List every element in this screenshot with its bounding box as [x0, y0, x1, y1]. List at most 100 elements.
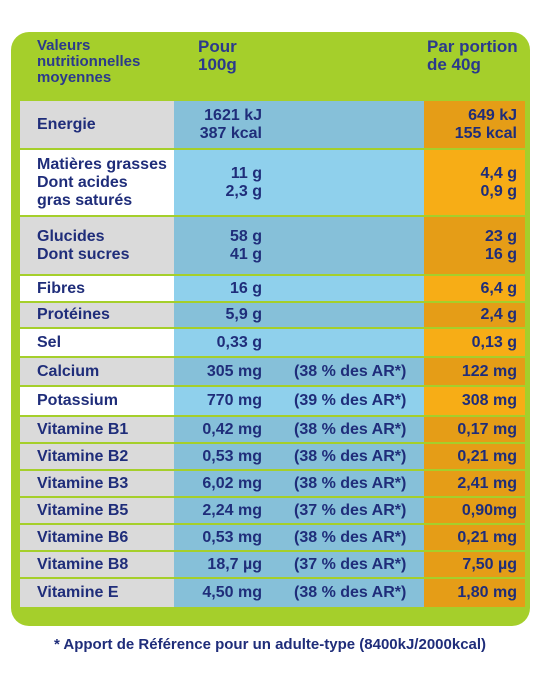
table-row: Matières grasses Dont acides gras saturés 1…	[20, 150, 525, 215]
per-100g-value: 305 mg	[206, 363, 262, 380]
nutrient-label-cell: Calcium	[20, 358, 174, 385]
reference-intake-percent: (38 % des AR*)	[294, 475, 407, 492]
per-portion-cell: 122 mg	[424, 358, 525, 385]
per-portion-value: 4,4 g	[480, 165, 517, 182]
per-portion-value: 308 mg	[461, 392, 517, 409]
table-row: Vitamine B5 2,24 mg (37 % des AR*) 0,90mg	[20, 498, 525, 523]
nutrient-label-cell: Vitamine B2	[20, 444, 174, 469]
table-row: Sel 0,33 g 0,13 g	[20, 329, 525, 356]
per-100g-cell: 11 g 2,3 g	[174, 150, 424, 215]
reference-intake-percent: (39 % des AR*)	[294, 392, 407, 409]
per-portion-value: 0,17 mg	[457, 421, 517, 438]
nutrient-label: Glucides	[37, 228, 105, 245]
per-portion-value: 16 g	[484, 246, 517, 263]
nutrient-label: Vitamine B1	[37, 421, 129, 438]
nutrition-table-card: Valeurs nutritionnelles moyennes Pour 10…	[11, 32, 530, 626]
per-100g-cell: 58 g 41 g	[174, 217, 424, 274]
per-100g-cell: 1621 kJ 387 kcal	[174, 101, 424, 148]
nutrient-label: Dont acides	[37, 174, 128, 191]
per-100g-cell: 6,02 mg (38 % des AR*)	[174, 471, 424, 496]
footnote: * Apport de Référence pour un adulte-typ…	[53, 636, 487, 653]
per-100g-cell: 4,50 mg (38 % des AR*)	[174, 579, 424, 607]
per-portion-cell: 0,13 g	[424, 329, 525, 356]
per-portion-value: 0,9 g	[480, 183, 517, 200]
nutrient-label: Vitamine B2	[37, 448, 129, 465]
per-portion-cell: 4,4 g 0,9 g	[424, 150, 525, 215]
nutrient-label: Vitamine B6	[37, 529, 129, 546]
reference-intake-percent: (37 % des AR*)	[294, 502, 407, 519]
reference-intake-percent: (38 % des AR*)	[294, 363, 407, 380]
table-row: Fibres 16 g 6,4 g	[20, 276, 525, 301]
per-100g-value: 4,50 mg	[202, 584, 262, 601]
per-portion-value: 155 kcal	[454, 125, 517, 142]
per-portion-value: 0,90mg	[461, 502, 517, 519]
per-100g-value: 2,24 mg	[202, 502, 262, 519]
header-line: 100g	[198, 55, 237, 74]
per-100g-value: 0,33 g	[216, 334, 262, 351]
per-100g-cell: 18,7 µg (37 % des AR*)	[174, 552, 424, 577]
header-line: Par portion	[427, 37, 518, 56]
nutrient-label-cell: Matières grasses Dont acides gras saturés	[20, 150, 174, 215]
per-100g-cell: 0,53 mg (38 % des AR*)	[174, 444, 424, 469]
per-portion-value: 0,13 g	[471, 334, 517, 351]
per-portion-cell: 2,4 g	[424, 303, 525, 327]
per-portion-cell: 308 mg	[424, 387, 525, 415]
per-portion-cell: 1,80 mg	[424, 579, 525, 607]
nutrient-label-cell: Vitamine B3	[20, 471, 174, 496]
nutrient-label: Vitamine B8	[37, 556, 129, 573]
nutrient-label: Calcium	[37, 363, 100, 380]
nutrition-grid: Energie 1621 kJ 387 kcal 649 kJ 155 kcal Mati…	[20, 101, 525, 607]
per-portion-value: 649 kJ	[468, 107, 517, 124]
table-row: Vitamine B8 18,7 µg (37 % des AR*) 7,50 µg	[20, 552, 525, 577]
table-row: Energie 1621 kJ 387 kcal 649 kJ 155 kcal	[20, 101, 525, 148]
nutrient-label-cell: Vitamine E	[20, 579, 174, 607]
table-header: Valeurs nutritionnelles moyennes Pour 10…	[11, 32, 530, 100]
nutrient-label: Dont sucres	[37, 246, 130, 263]
per-100g-value: 0,42 mg	[202, 421, 262, 438]
header-per-portion: Par portion de 40g	[427, 38, 518, 74]
per-100g-value: 41 g	[229, 246, 262, 263]
per-portion-cell: 6,4 g	[424, 276, 525, 301]
nutrient-label: Protéines	[37, 306, 110, 323]
reference-intake-percent: (38 % des AR*)	[294, 584, 407, 601]
per-portion-cell: 0,21 mg	[424, 525, 525, 550]
nutrient-label: Matières grasses	[37, 156, 167, 173]
per-100g-cell: 16 g	[174, 276, 424, 301]
per-portion-value: 2,4 g	[480, 306, 517, 323]
table-row: Calcium 305 mg (38 % des AR*) 122 mg	[20, 358, 525, 385]
per-100g-value: 387 kcal	[199, 125, 262, 142]
per-portion-value: 0,21 mg	[457, 448, 517, 465]
per-portion-cell: 0,90mg	[424, 498, 525, 523]
nutrient-label-cell: Vitamine B1	[20, 417, 174, 442]
per-portion-value: 7,50 µg	[462, 556, 517, 573]
reference-intake-percent: (37 % des AR*)	[294, 556, 407, 573]
per-100g-cell: 770 mg (39 % des AR*)	[174, 387, 424, 415]
per-100g-value: 18,7 µg	[207, 556, 262, 573]
table-row: Vitamine B3 6,02 mg (38 % des AR*) 2,41 mg	[20, 471, 525, 496]
reference-intake-percent: (38 % des AR*)	[294, 448, 407, 465]
nutrient-label: Vitamine B3	[37, 475, 129, 492]
table-row: Vitamine B2 0,53 mg (38 % des AR*) 0,21 mg	[20, 444, 525, 469]
header-nutrient-label: Valeurs nutritionnelles moyennes	[37, 38, 187, 86]
nutrient-label: Vitamine B5	[37, 502, 129, 519]
per-100g-value: 770 mg	[206, 392, 262, 409]
reference-intake-percent: (38 % des AR*)	[294, 529, 407, 546]
table-row: Glucides Dont sucres 58 g 41 g 23 g 16 g	[20, 217, 525, 274]
nutrient-label-cell: Fibres	[20, 276, 174, 301]
per-portion-value: 122 mg	[461, 363, 517, 380]
table-row: Protéines 5,9 g 2,4 g	[20, 303, 525, 327]
nutrient-label: Vitamine E	[37, 584, 119, 601]
per-100g-cell: 2,24 mg (37 % des AR*)	[174, 498, 424, 523]
nutrient-label-cell: Glucides Dont sucres	[20, 217, 174, 274]
per-100g-value: 58 g	[229, 228, 262, 245]
per-100g-value: 2,3 g	[225, 183, 262, 200]
per-100g-cell: 0,33 g	[174, 329, 424, 356]
per-100g-value: 11 g	[230, 165, 262, 182]
nutrient-label-cell: Energie	[20, 101, 174, 148]
per-portion-value: 23 g	[484, 228, 517, 245]
per-100g-cell: 305 mg (38 % des AR*)	[174, 358, 424, 385]
per-portion-value: 0,21 mg	[457, 529, 517, 546]
nutrient-label-cell: Vitamine B5	[20, 498, 174, 523]
per-100g-value: 1621 kJ	[204, 107, 262, 124]
nutrient-label-cell: Vitamine B8	[20, 552, 174, 577]
